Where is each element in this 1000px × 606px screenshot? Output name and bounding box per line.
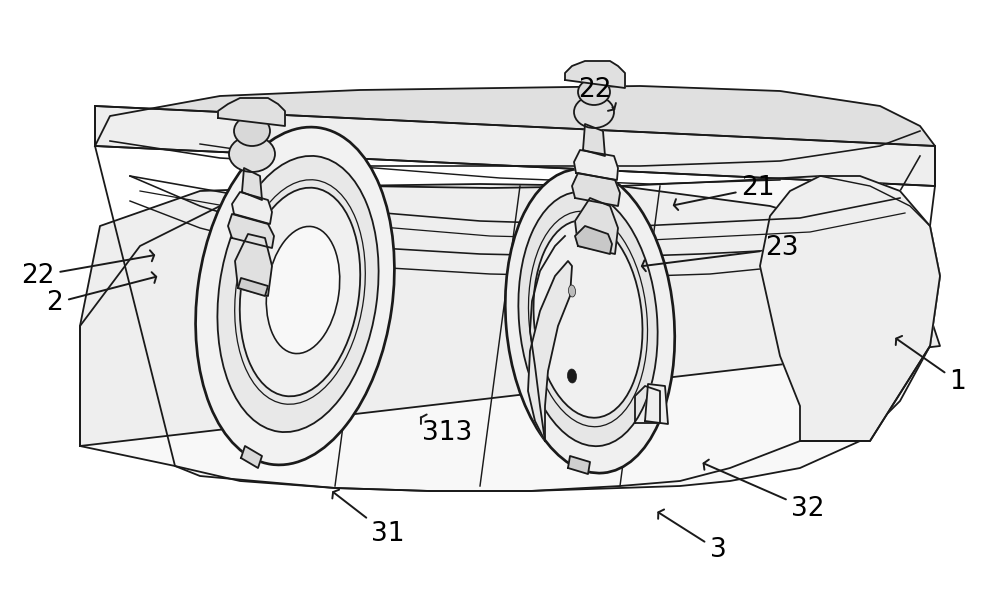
Ellipse shape (196, 127, 394, 465)
Text: 32: 32 (704, 459, 825, 522)
Ellipse shape (229, 136, 275, 172)
Ellipse shape (568, 285, 576, 297)
Polygon shape (565, 61, 625, 88)
Polygon shape (575, 198, 618, 254)
Polygon shape (80, 176, 940, 491)
Text: 2: 2 (47, 272, 156, 316)
Polygon shape (760, 176, 940, 441)
Polygon shape (241, 446, 262, 468)
Ellipse shape (266, 227, 340, 353)
Polygon shape (232, 192, 272, 224)
Ellipse shape (574, 96, 614, 128)
Polygon shape (218, 98, 285, 126)
Text: 31: 31 (332, 490, 405, 547)
Ellipse shape (567, 369, 577, 383)
Ellipse shape (578, 79, 610, 105)
Text: 21: 21 (674, 175, 775, 210)
Polygon shape (228, 214, 274, 248)
Ellipse shape (217, 156, 379, 432)
Ellipse shape (518, 192, 658, 446)
Polygon shape (80, 184, 940, 446)
Polygon shape (235, 234, 272, 296)
Polygon shape (95, 106, 935, 186)
Polygon shape (572, 173, 620, 206)
Ellipse shape (234, 116, 270, 146)
Text: 22: 22 (578, 77, 616, 111)
Polygon shape (528, 261, 572, 441)
Text: 313: 313 (421, 415, 472, 446)
Polygon shape (635, 386, 660, 423)
Ellipse shape (505, 169, 675, 473)
Text: 3: 3 (658, 510, 726, 563)
Ellipse shape (534, 220, 642, 418)
Text: 23: 23 (642, 236, 799, 271)
Polygon shape (242, 168, 262, 200)
Polygon shape (574, 150, 618, 180)
Polygon shape (95, 86, 935, 186)
Polygon shape (568, 456, 590, 474)
Polygon shape (645, 384, 668, 424)
Polygon shape (575, 226, 612, 254)
Text: 1: 1 (896, 336, 966, 395)
Polygon shape (238, 278, 268, 296)
Polygon shape (583, 124, 605, 156)
Ellipse shape (240, 188, 360, 396)
Text: 22: 22 (21, 250, 154, 288)
